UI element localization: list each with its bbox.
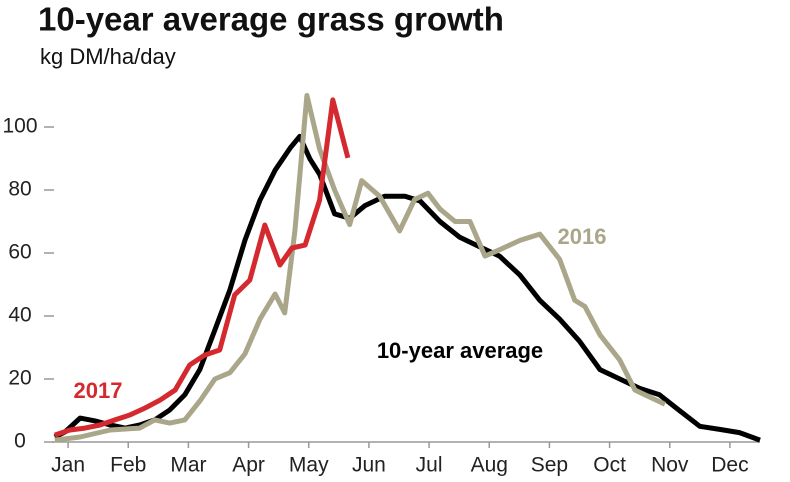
y-tick-label: 0 bbox=[14, 430, 26, 453]
y-tick-label: 20 bbox=[8, 367, 31, 390]
series-label: 10-year average bbox=[377, 338, 543, 363]
chart-subtitle: kg DM/ha/day bbox=[40, 44, 176, 69]
x-tick-label: Nov bbox=[651, 454, 689, 477]
x-tick-label: Dec bbox=[711, 454, 748, 477]
x-tick-label: Jul bbox=[416, 454, 443, 477]
series-line bbox=[54, 97, 351, 438]
x-tick-label: Sep bbox=[531, 454, 568, 477]
y-tick-label: 40 bbox=[8, 304, 31, 327]
x-tick-label: Oct bbox=[593, 454, 626, 477]
chart-title: 10-year average grass growth bbox=[38, 1, 504, 38]
y-tick-label: 80 bbox=[8, 178, 31, 201]
x-tick-label: Feb bbox=[110, 454, 146, 477]
y-tick-label: 60 bbox=[8, 241, 31, 264]
x-tick-label: Aug bbox=[471, 454, 508, 477]
series-label: 2017 bbox=[74, 378, 123, 403]
x-tick-label: Apr bbox=[232, 454, 265, 477]
y-tick-label: 100 bbox=[2, 115, 37, 138]
x-tick-label: Jun bbox=[352, 454, 386, 477]
x-tick-label: Mar bbox=[170, 454, 206, 477]
x-tick-label: Jan bbox=[51, 454, 85, 477]
series-line bbox=[54, 93, 666, 443]
x-tick-label: May bbox=[289, 454, 329, 477]
series-label: 2016 bbox=[558, 224, 607, 249]
series-line bbox=[53, 133, 761, 443]
